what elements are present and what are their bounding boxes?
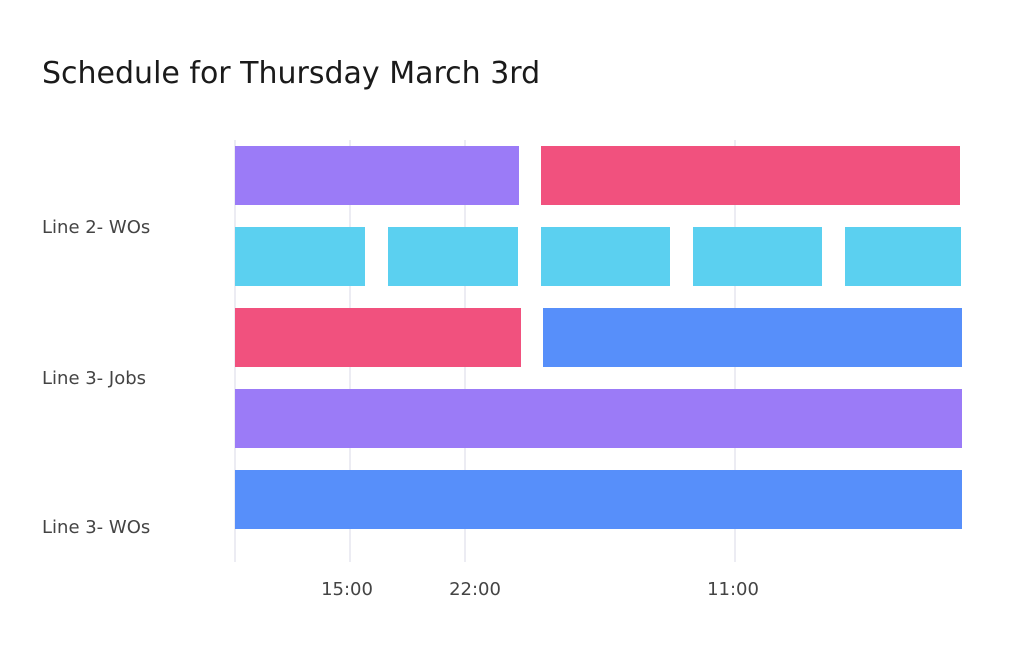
task-bar — [235, 227, 365, 286]
row-label: Line 3- WOs — [42, 517, 150, 538]
task-bar — [235, 389, 962, 448]
bars — [235, 146, 962, 529]
row-label: Line 3- Jobs — [42, 368, 146, 389]
task-bar — [235, 470, 962, 529]
time-label: 22:00 — [449, 579, 501, 600]
task-bar — [388, 227, 518, 286]
row-label: Line 2- WOs — [42, 217, 150, 238]
task-bar — [235, 146, 519, 205]
time-label: 11:00 — [707, 579, 759, 600]
task-bar — [693, 227, 822, 286]
task-bar — [541, 146, 960, 205]
task-bar — [541, 227, 670, 286]
task-bar — [235, 308, 521, 367]
title: Schedule for Thursday March 3rd — [42, 56, 540, 91]
task-bar — [543, 308, 962, 367]
time-label: 15:00 — [321, 579, 373, 600]
task-bar — [845, 227, 961, 286]
